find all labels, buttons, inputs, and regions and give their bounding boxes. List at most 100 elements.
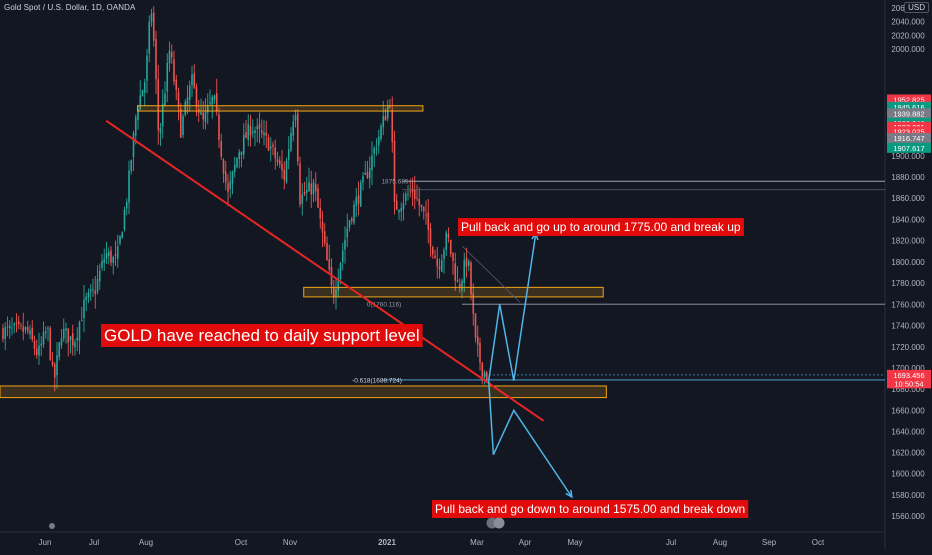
price-tag-label: 1907.617 — [893, 144, 924, 153]
price-tag — [887, 142, 931, 153]
candle-body — [26, 327, 29, 332]
candle-body — [58, 342, 61, 357]
projection-arrowhead — [565, 489, 573, 499]
support-annotation-box — [101, 324, 423, 347]
candle-body — [85, 296, 88, 301]
candle-body — [337, 277, 340, 291]
candle-body — [470, 262, 472, 295]
y-tick-label: 1580.000 — [891, 491, 925, 500]
candle-body — [400, 207, 403, 212]
candle-body — [254, 130, 256, 133]
candle-body — [114, 254, 117, 256]
candle-body — [353, 204, 355, 223]
bearish-projection — [487, 380, 573, 498]
price-tag — [887, 126, 931, 137]
candle-body — [303, 191, 306, 195]
candle-body — [458, 283, 461, 288]
candle-body — [274, 147, 277, 159]
candle-body — [328, 259, 331, 270]
candle-body — [357, 195, 360, 204]
candle-body — [206, 106, 209, 113]
y-tick-label: 1880.000 — [891, 173, 925, 182]
x-tick-label: Oct — [235, 538, 248, 547]
candle-body — [436, 258, 439, 267]
candle-body — [78, 322, 81, 341]
candle-body — [134, 117, 137, 136]
y-tick-label: 1860.000 — [891, 194, 925, 203]
candle-body — [42, 331, 45, 345]
candle-body — [236, 158, 238, 168]
currency-badge[interactable]: USD — [904, 2, 929, 13]
x-tick-label: Jul — [666, 538, 676, 547]
candle-body — [38, 345, 40, 356]
candle-body — [166, 62, 169, 92]
y-tick-label: 1600.000 — [891, 470, 925, 479]
price-tag — [887, 133, 931, 144]
candle-body — [263, 132, 265, 136]
candle-body — [449, 239, 452, 254]
candle-body — [92, 289, 94, 291]
candle-body — [454, 263, 457, 281]
candle-body — [220, 140, 223, 157]
candle-body — [366, 172, 369, 178]
candle-body — [128, 170, 130, 203]
x-tick-label: Mar — [470, 538, 484, 547]
candle-body — [256, 125, 259, 130]
price-tag — [887, 108, 931, 119]
candle-body — [382, 115, 385, 128]
x-tick-label: Apr — [519, 538, 532, 547]
candle-body — [371, 155, 373, 171]
candle-body — [267, 137, 270, 151]
candle-body — [231, 171, 234, 184]
candle-body — [364, 172, 367, 175]
candle-body — [285, 160, 288, 183]
guide-line — [461, 245, 521, 303]
candle-body — [326, 242, 328, 261]
candle-body — [17, 321, 20, 325]
candle-body — [24, 327, 27, 330]
candle-body — [461, 280, 463, 291]
candle-body — [238, 152, 241, 160]
candle-body — [355, 197, 358, 206]
candle-body — [272, 144, 274, 147]
candle-body — [312, 182, 315, 195]
candle-body — [413, 189, 416, 199]
candle-body — [53, 364, 56, 378]
candle-body — [148, 21, 151, 54]
candle-body — [283, 169, 286, 180]
fib-level-label: 0(1760.116) — [367, 302, 402, 309]
candle-body — [101, 260, 103, 269]
candle-body — [339, 263, 342, 280]
candle-body — [380, 125, 382, 139]
candle-body — [155, 38, 157, 80]
candle-body — [269, 146, 272, 149]
candle-body — [474, 313, 477, 338]
y-tick-label: 1660.000 — [891, 406, 925, 415]
candle-body — [141, 89, 144, 97]
candle-body — [443, 250, 445, 260]
candle-body — [188, 85, 191, 100]
candle-body — [299, 163, 301, 205]
candle-body — [317, 188, 319, 208]
candle-body — [321, 221, 324, 233]
candle-body — [40, 343, 43, 346]
candle-body — [76, 337, 79, 341]
price-tag — [887, 94, 931, 105]
y-tick-label: 1700.000 — [891, 364, 925, 373]
candle-body — [447, 233, 450, 238]
candle-body — [292, 121, 295, 136]
candle-body — [170, 52, 173, 58]
candle-body — [8, 325, 11, 329]
candle-body — [161, 103, 164, 127]
candle-body — [305, 189, 308, 193]
x-tick-label: Aug — [139, 538, 153, 547]
candle-body — [164, 93, 166, 106]
candle-body — [89, 289, 92, 292]
candle-body — [314, 184, 317, 192]
candle-body — [51, 361, 54, 365]
candle-body — [112, 256, 115, 264]
candle-body — [177, 92, 180, 107]
candle-body — [44, 331, 47, 333]
